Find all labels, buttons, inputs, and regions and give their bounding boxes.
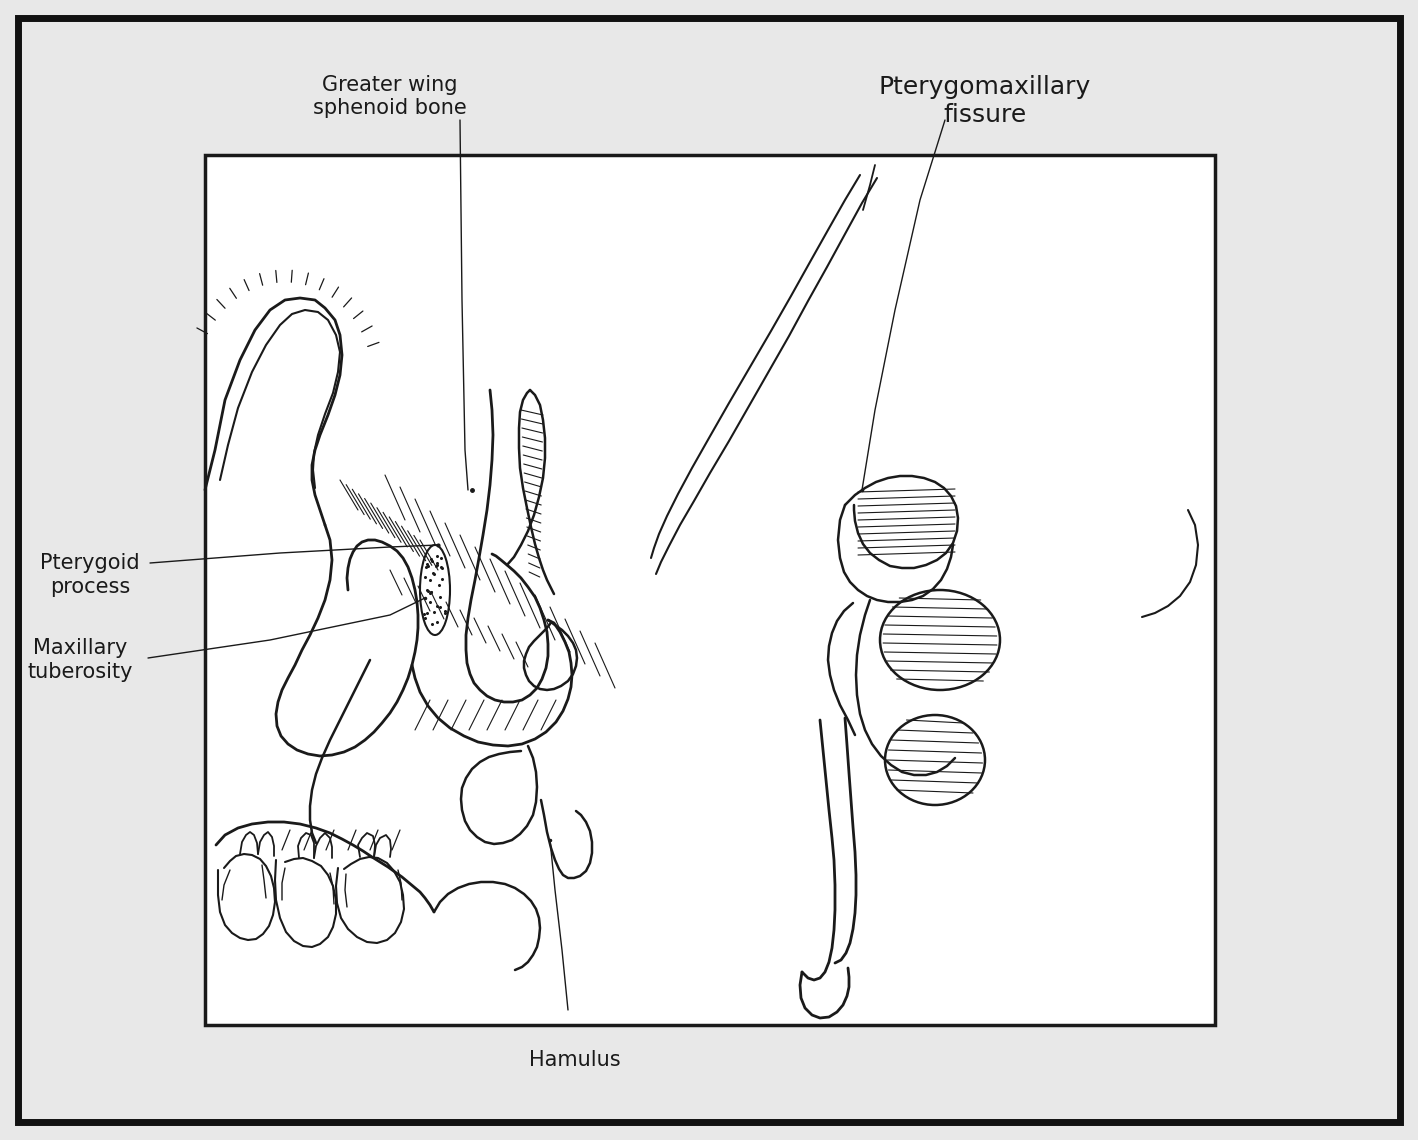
Text: Pterygoid
process: Pterygoid process — [40, 553, 140, 596]
Text: Maxillary
tuberosity: Maxillary tuberosity — [27, 638, 133, 682]
Ellipse shape — [420, 545, 450, 635]
Text: Hamulus: Hamulus — [529, 1050, 621, 1070]
Text: Pterygomaxillary
fissure: Pterygomaxillary fissure — [879, 75, 1090, 127]
Ellipse shape — [885, 715, 986, 805]
FancyBboxPatch shape — [18, 18, 1400, 1122]
Ellipse shape — [881, 591, 1000, 690]
Text: Greater wing
sphenoid bone: Greater wing sphenoid bone — [313, 75, 467, 119]
Bar — [206, 155, 1215, 1025]
